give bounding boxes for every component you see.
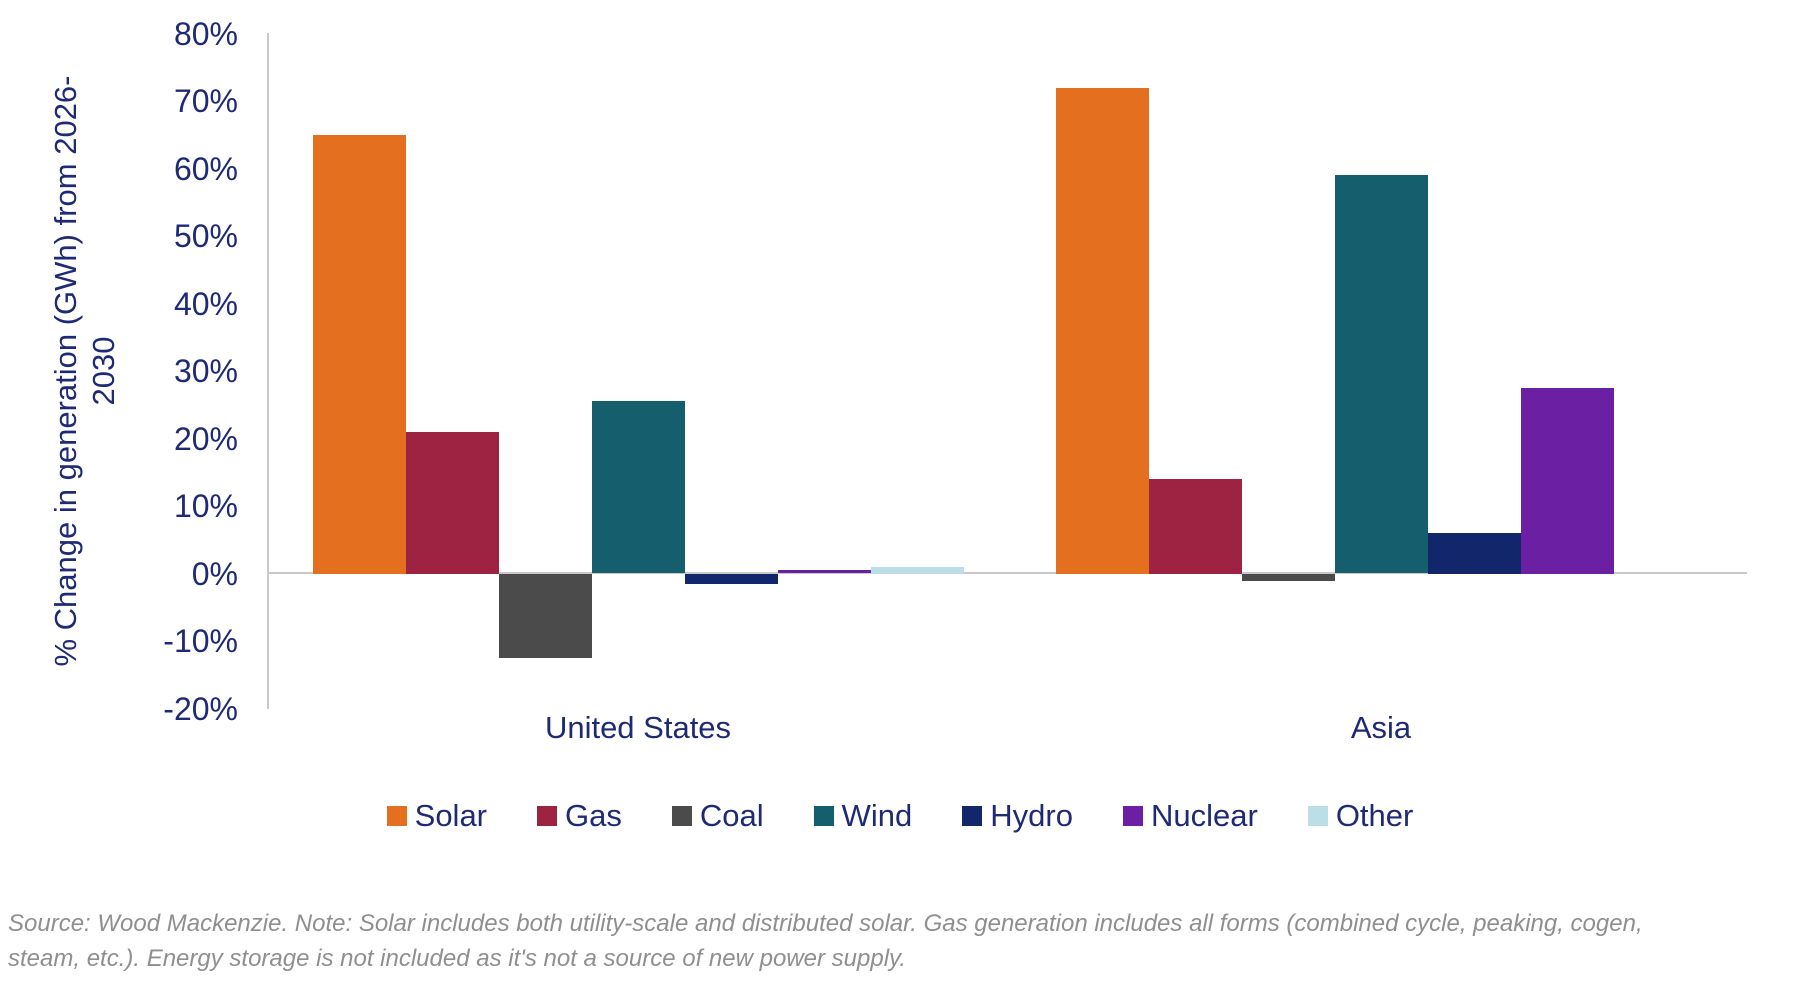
bar-united-states-hydro xyxy=(685,574,778,584)
bar-united-states-other xyxy=(871,567,964,574)
bar-united-states-wind xyxy=(592,401,685,573)
y-tick-20-: 20% xyxy=(173,421,238,457)
legend-swatch-gas xyxy=(537,806,558,826)
legend-swatch-other xyxy=(1307,806,1328,826)
legend-item-hydro: Hydro xyxy=(962,796,1073,836)
bar-asia-solar xyxy=(1056,88,1149,574)
category-label-united-states: United States xyxy=(544,710,732,745)
legend-swatch-coal xyxy=(671,806,692,826)
legend-swatch-hydro xyxy=(962,806,983,826)
y-tick-0-: 0% xyxy=(191,556,238,592)
source-note-line-1: Source: Wood Mackenzie. Note: Solar incl… xyxy=(8,910,1643,937)
legend-item-other: Other xyxy=(1307,796,1414,836)
bar-asia-hydro xyxy=(1428,533,1521,574)
bar-united-states-nuclear xyxy=(778,570,871,573)
legend-swatch-solar xyxy=(386,806,407,826)
legend-label-solar: Solar xyxy=(414,798,488,833)
legend-swatch-wind xyxy=(813,806,834,826)
y-tick-10-: 10% xyxy=(173,488,238,524)
legend-item-nuclear: Nuclear xyxy=(1122,796,1258,836)
legend-item-gas: Gas xyxy=(537,796,622,836)
y-tick-40-: 40% xyxy=(173,286,238,322)
legend-item-solar: Solar xyxy=(386,796,488,836)
bar-asia-wind xyxy=(1335,175,1428,573)
bar-asia-nuclear xyxy=(1521,388,1614,574)
bar-united-states-gas xyxy=(406,432,499,574)
legend-label-hydro: Hydro xyxy=(990,798,1073,833)
legend-swatch-nuclear xyxy=(1122,806,1143,826)
y-tick-70-: 70% xyxy=(173,83,238,119)
bar-united-states-coal xyxy=(499,574,592,658)
legend-label-nuclear: Nuclear xyxy=(1150,798,1258,833)
y-tick-80-: 80% xyxy=(173,16,238,52)
y-tick-30-: 30% xyxy=(173,353,238,389)
y-tick--20-: -20% xyxy=(163,691,238,727)
bar-asia-gas xyxy=(1149,479,1242,574)
source-note-line-2: steam, etc.). Energy storage is not incl… xyxy=(8,945,906,972)
y-tick-50-: 50% xyxy=(173,218,238,254)
legend-label-coal: Coal xyxy=(699,798,764,833)
legend-label-gas: Gas xyxy=(565,798,622,833)
category-label-asia: Asia xyxy=(1350,710,1412,745)
x-axis-baseline xyxy=(267,572,1747,574)
bar-united-states-solar xyxy=(313,135,406,574)
legend-label-wind: Wind xyxy=(841,798,913,833)
legend-item-coal: Coal xyxy=(671,796,764,836)
legend-item-wind: Wind xyxy=(813,796,913,836)
y-tick-60-: 60% xyxy=(173,151,238,187)
y-tick--10-: -10% xyxy=(163,623,238,659)
legend-label-other: Other xyxy=(1335,798,1414,833)
bar-asia-coal xyxy=(1242,574,1335,581)
y-axis-line xyxy=(267,33,269,709)
legend: Solar Gas Coal Wind Hydro Nuclear Other xyxy=(0,796,1800,836)
source-note: Source: Wood Mackenzie. Note: Solar incl… xyxy=(8,906,1668,976)
